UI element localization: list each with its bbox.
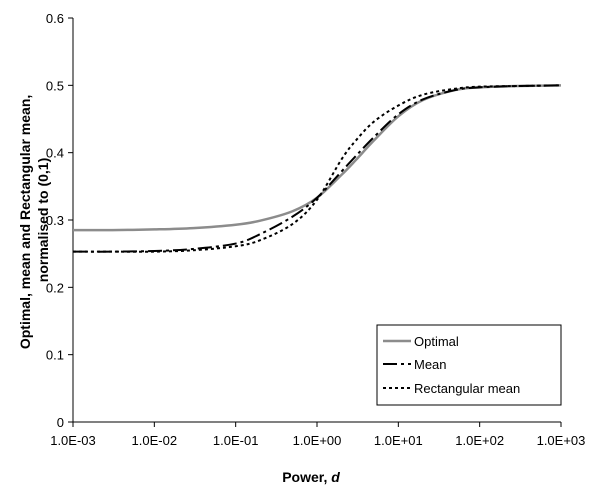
x-tick-label: 1.0E+02	[455, 433, 504, 448]
y-tick-label: 0	[57, 415, 64, 430]
x-tick-label: 1.0E-02	[132, 433, 178, 448]
tick-labels: 0 0.1 0.2 0.3 0.4 0.5 0.6 1.0E-03 1.0E-02 1.0E-01…	[46, 11, 585, 448]
y-tick-label: 0.3	[46, 213, 64, 228]
y-tick-label: 0.2	[46, 280, 64, 295]
x-tick-label: 1.0E+01	[374, 433, 423, 448]
series-line-optimal	[72, 84, 562, 232]
y-tick-label: 0.5	[46, 78, 64, 93]
x-axis-title-prefix: Power,	[282, 469, 331, 485]
y-tick-label: 0.6	[46, 11, 64, 26]
legend: Optimal Mean Rectangular mean	[376, 324, 562, 406]
legend-label-optimal: Optimal	[414, 334, 459, 349]
series-lines	[72, 84, 562, 253]
x-axis-title-variable: d	[331, 469, 340, 485]
x-tick-label: 1.0E-03	[50, 433, 96, 448]
x-axis-title: Power, d	[282, 469, 340, 485]
legend-label-rectangular-mean: Rectangular mean	[414, 381, 520, 396]
x-tick-label: 1.0E-01	[213, 433, 259, 448]
series-line-mean	[72, 84, 562, 253]
series-line-rectangular-mean	[72, 84, 562, 253]
legend-label-mean: Mean	[414, 357, 447, 372]
axes	[68, 17, 562, 427]
y-axis-title-line-1: Optimal, mean and Rectangular mean,	[17, 95, 33, 349]
legend-box	[376, 324, 562, 406]
y-tick-label: 0.1	[46, 348, 64, 363]
x-tick-label: 1.0E+00	[293, 433, 342, 448]
y-axis-title: Optimal, mean and Rectangular mean, norm…	[17, 91, 51, 349]
x-tick-label: 1.0E+03	[537, 433, 586, 448]
y-tick-label: 0.4	[46, 146, 64, 161]
y-axis-title-line-2: normalised to (0,1)	[35, 158, 51, 282]
